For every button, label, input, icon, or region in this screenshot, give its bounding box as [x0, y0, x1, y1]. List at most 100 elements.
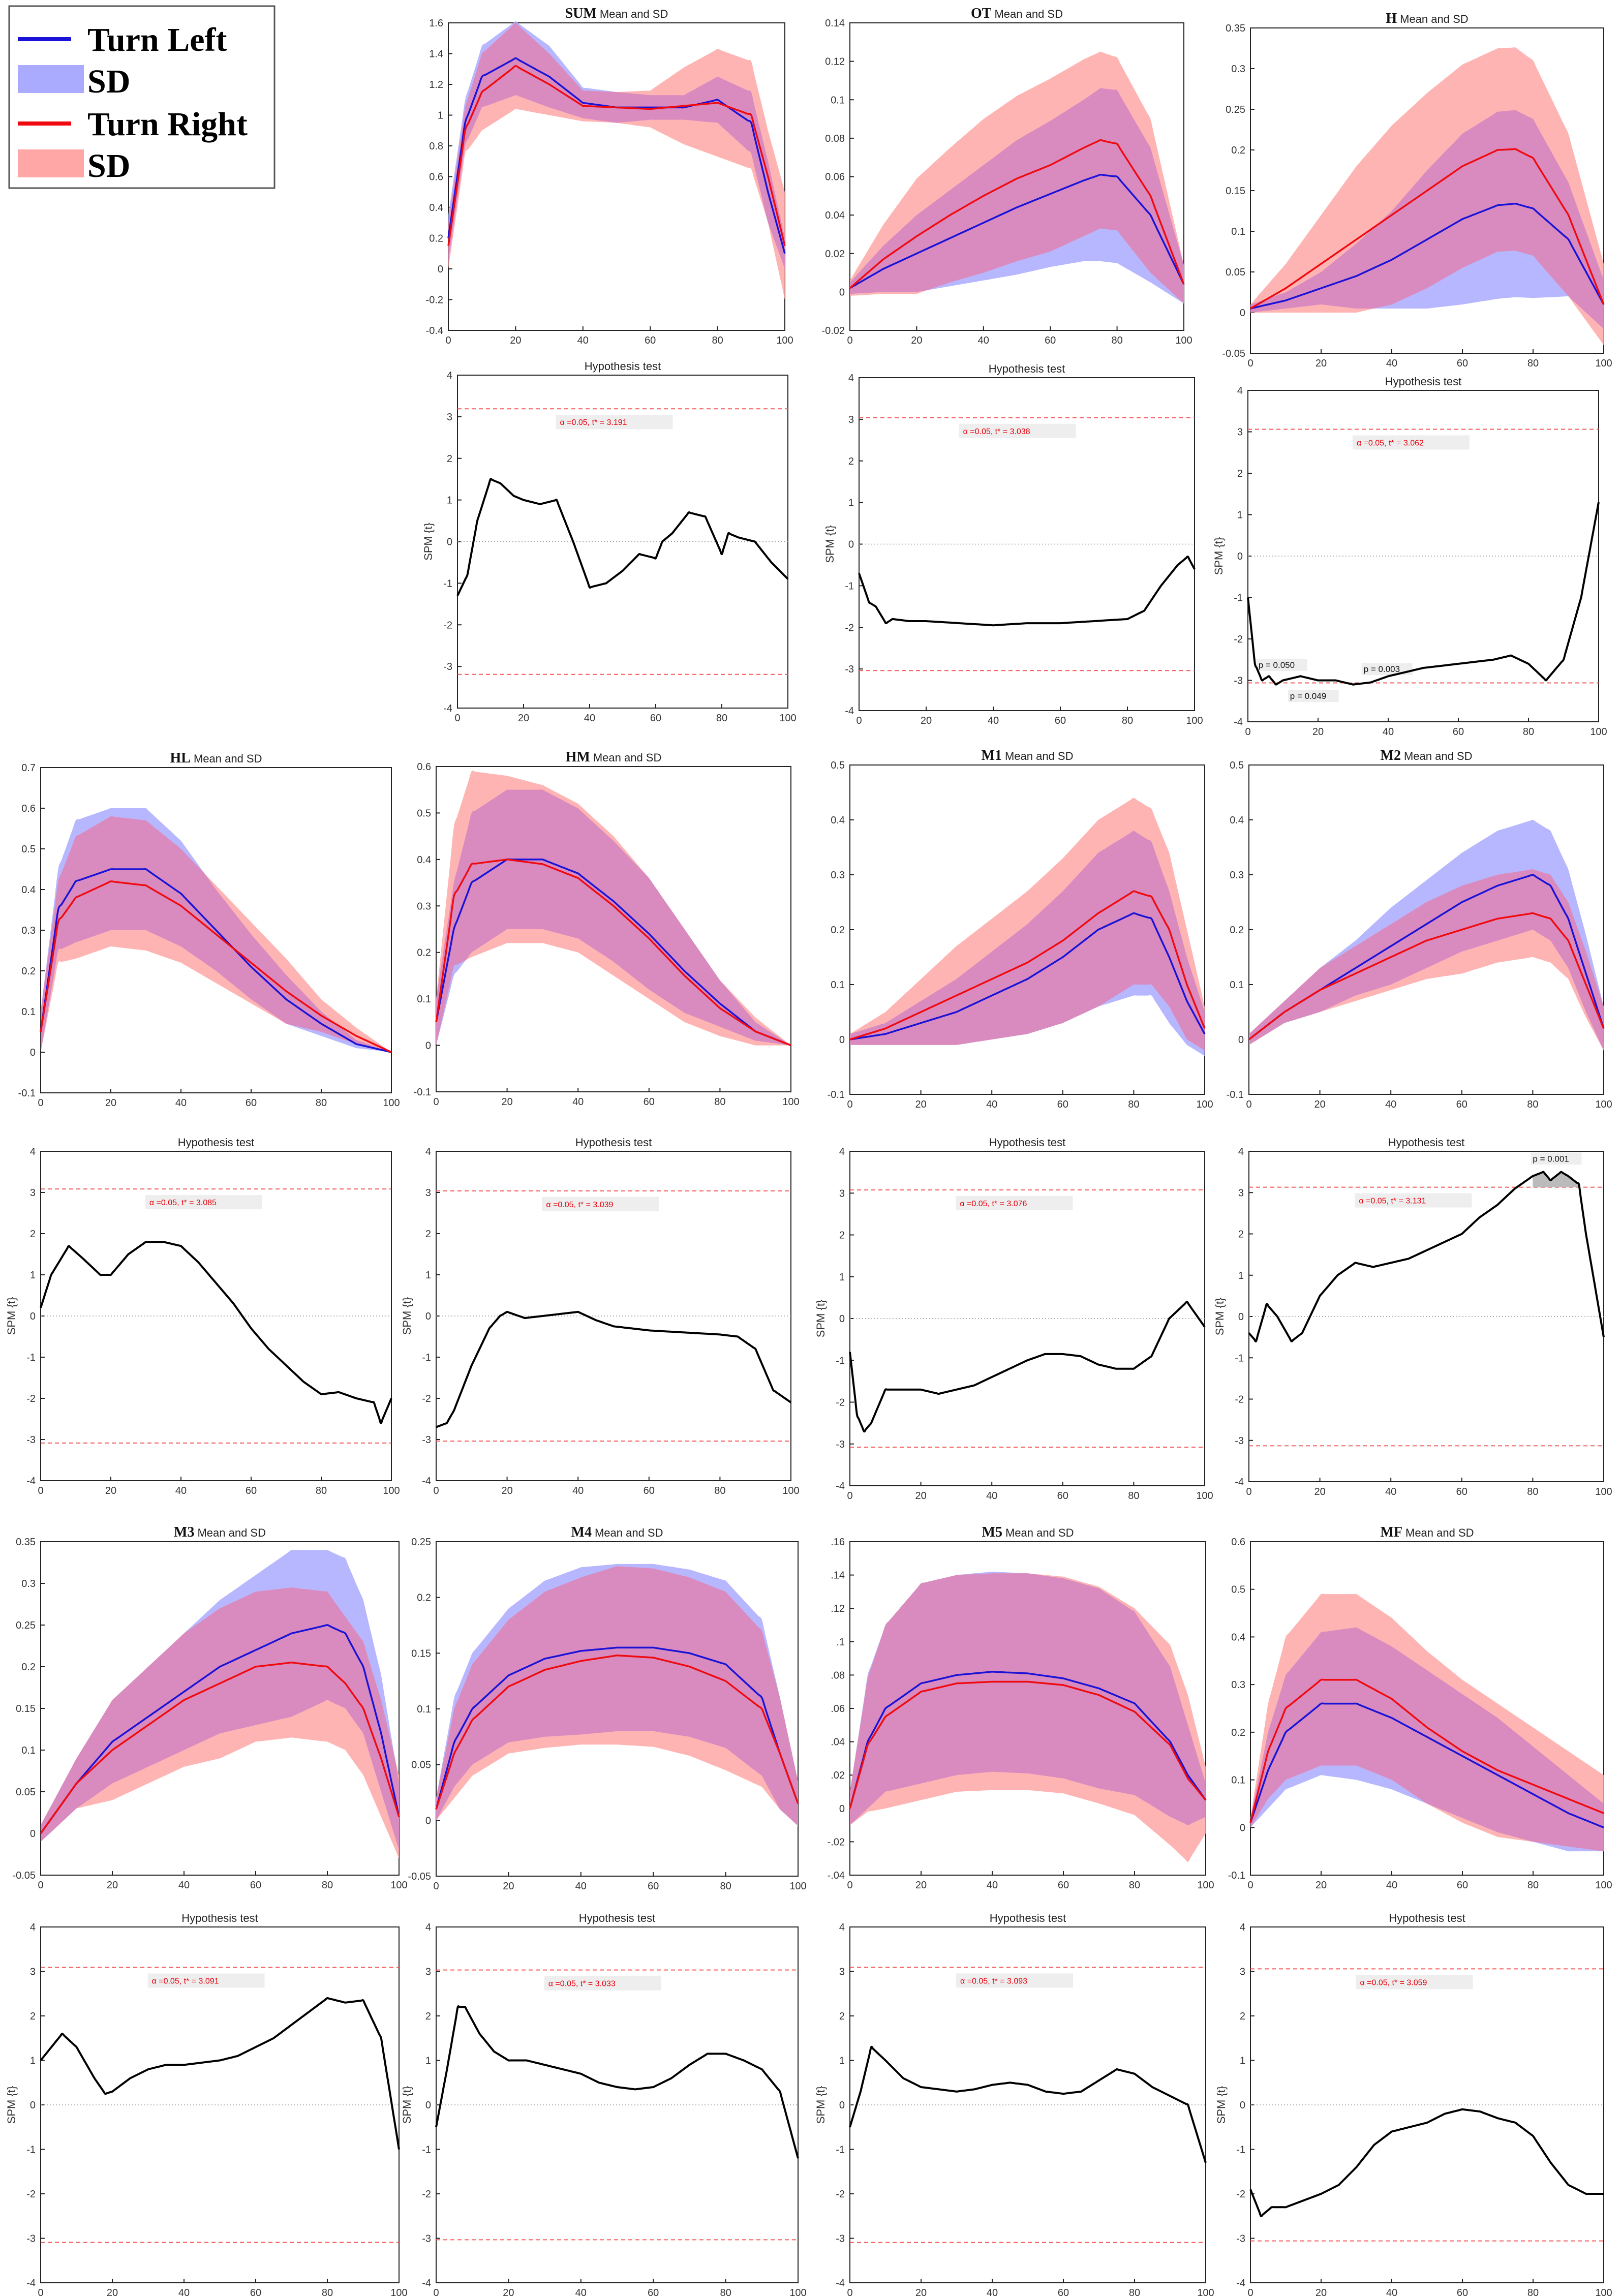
hm-mean-y-tick-label: 0.3	[417, 901, 431, 912]
hm-spm-y-tick-label: -1	[422, 1352, 431, 1363]
m3-mean-x-tick-label: 0	[38, 1880, 43, 1891]
ot-spm-y-tick-label: 3	[848, 414, 854, 425]
m4-spm-x-tick-label: 60	[648, 2287, 659, 2296]
m5-mean-y-tick-label: .14	[831, 1570, 845, 1581]
h-mean-y-tick-label: 0.2	[1231, 145, 1245, 156]
m3-mean-panel: 0 20 40 60 80 100-0.0500.050.10.150.20.250.30…	[12, 1524, 407, 1891]
m2-spm-x-tick-label: 100	[1595, 1486, 1612, 1497]
mf-spm-y-tick-label: 3	[1240, 1967, 1245, 1978]
hl-mean-y-tick-label: 0.2	[21, 966, 36, 977]
m4-mean-x-tick-label: 0	[433, 1881, 439, 1892]
hm-mean-x-tick-label: 80	[714, 1096, 725, 1108]
sum-spm-threshold-label: α =0.05, t* = 3.191	[560, 418, 627, 427]
ot-mean-y-tick-label: 0.04	[825, 210, 845, 221]
m4-mean-y-tick-label: -0.05	[408, 1871, 431, 1882]
hl-mean-y-tick-label: 0.3	[21, 925, 36, 936]
hm-mean-title-measure: HM	[566, 749, 590, 765]
m5-mean-title-measure: M5	[982, 1524, 1002, 1540]
sum-spm-y-tick-label: 1	[447, 495, 452, 506]
m2-spm-y-tick-label: 2	[1238, 1229, 1244, 1240]
ot-mean-title: OT Mean and SD	[971, 6, 1063, 21]
m1-mean-y-tick-label: 0	[839, 1034, 845, 1046]
sum-mean-title-measure: SUM	[565, 6, 597, 21]
h-mean-y-tick-label: 0.1	[1231, 226, 1245, 237]
m4-spm-y-tick-label: 2	[425, 2011, 431, 2022]
m5-spm-y-axis-label: SPM {t}	[814, 2086, 827, 2124]
m3-mean-y-tick-label: 0.05	[16, 1787, 36, 1798]
m5-mean-y-tick-label: 0	[839, 1803, 845, 1815]
m1-mean-x-tick-label: 20	[915, 1099, 926, 1110]
ot-spm-threshold-label-bg	[959, 423, 1076, 438]
ot-spm-x-tick-label: 20	[921, 715, 932, 726]
hm-mean-x-tick-label: 0	[433, 1096, 439, 1108]
ot-mean-y-tick-label: 0.12	[825, 56, 845, 68]
m4-spm-y-axis-label: SPM {t}	[401, 2086, 413, 2124]
hm-spm-y-axis-label: SPM {t}	[401, 1297, 413, 1335]
m3-spm-x-tick-label: 40	[178, 2287, 190, 2296]
m3-mean-y-tick-label: 0.3	[21, 1578, 36, 1589]
mf-mean-x-tick-label: 80	[1527, 1880, 1539, 1891]
m5-mean-y-tick-label: .12	[831, 1603, 845, 1614]
hl-spm-x-tick-label: 20	[105, 1485, 116, 1496]
h-mean-x-tick-label: 60	[1457, 358, 1468, 369]
hm-mean-mean-line-turn-right	[435, 859, 791, 1047]
m2-spm-threshold-label-bg	[1355, 1193, 1472, 1208]
m1-spm-y-tick-label: 1	[839, 1272, 845, 1283]
m5-mean-y-tick-label: .08	[831, 1670, 845, 1681]
m4-spm-panel: 0 20 40 60 80 100 -4 -3 -2 -1 0 1 2 3 4 Hypothesis test…	[401, 1912, 807, 2296]
ot-mean-panel: 0 20 40 60 80 100-0.0200.020.040.060.080.10.1…	[821, 6, 1192, 346]
sum-mean-y-tick-label: 1.2	[429, 79, 443, 90]
m4-spm-x-tick-label: 80	[720, 2287, 731, 2296]
mf-mean-y-tick-label: -0.1	[1228, 1870, 1245, 1881]
mf-mean-x-tick-label: 40	[1386, 1880, 1397, 1891]
hm-spm-threshold-label: α =0.05, t* = 3.039	[546, 1201, 613, 1209]
mf-spm-y-tick-label: -2	[1236, 2189, 1245, 2200]
hl-spm-x-tick-label: 40	[175, 1485, 187, 1496]
m2-mean-x-tick-label: 40	[1385, 1099, 1396, 1110]
hm-spm-x-tick-label: 40	[572, 1485, 584, 1496]
hm-spm-x-tick-label: 0	[433, 1485, 439, 1496]
ot-spm-panel: 0 20 40 60 80 100 -4 -3 -2 -1 0 1 2 3 4 Hypothesis test…	[823, 362, 1203, 726]
hl-mean-x-tick-label: 80	[316, 1097, 327, 1109]
m2-spm-y-tick-label: 0	[1238, 1311, 1244, 1323]
mf-mean-panel: 0 20 40 60 80 100-0.100.10.20.30.40.50.6MF Mea…	[1228, 1524, 1612, 1891]
m3-spm-x-tick-label: 0	[38, 2287, 43, 2296]
sum-spm-x-tick-label: 20	[518, 713, 529, 724]
m1-mean-y-tick-label: 0.2	[831, 925, 845, 936]
m4-mean-y-tick-label: 0.15	[411, 1648, 431, 1659]
sum-spm-y-axis-label: SPM {t}	[422, 523, 435, 561]
h-mean-x-tick-label: 40	[1386, 358, 1397, 369]
m4-spm-x-tick-label: 40	[575, 2287, 587, 2296]
sum-mean-y-tick-label: -0.4	[426, 325, 443, 336]
h-spm-cluster-p-value-0: p = 0.050	[1259, 660, 1295, 670]
m1-spm-y-tick-label: -2	[836, 1397, 845, 1409]
m4-mean-x-tick-label: 100	[789, 1881, 806, 1892]
m3-mean-y-tick-label: 0.25	[16, 1620, 36, 1631]
m2-mean-x-tick-label: 0	[1246, 1099, 1251, 1110]
sum-spm-y-tick-label: -3	[443, 661, 452, 672]
h-spm-y-tick-label: 1	[1237, 510, 1243, 521]
m3-spm-threshold-label-bg	[147, 1973, 265, 1988]
m2-mean-y-tick-label: 0.3	[1230, 870, 1244, 881]
hl-mean-x-tick-label: 0	[38, 1097, 43, 1109]
m5-spm-y-tick-label: -1	[836, 2145, 845, 2156]
mf-mean-y-tick-label: 0.1	[1231, 1775, 1245, 1786]
hl-spm-y-axis-label: SPM {t}	[5, 1297, 18, 1335]
m5-mean-x-tick-label: 20	[915, 1880, 927, 1891]
m2-mean-title: M2 Mean and SD	[1381, 748, 1473, 763]
m4-mean-mean-line-turn-right	[435, 1654, 799, 1810]
m4-spm-title: Hypothesis test	[579, 1912, 655, 1924]
m1-spm-y-tick-label: 0	[839, 1313, 845, 1325]
h-spm-spm-t-curve	[1247, 502, 1600, 686]
mf-spm-y-tick-label: -1	[1236, 2145, 1245, 2156]
m3-spm-spm-t-curve	[40, 1997, 400, 2150]
m5-mean-x-tick-label: 60	[1058, 1880, 1069, 1891]
mf-spm-y-tick-label: 1	[1240, 2056, 1245, 2067]
m2-mean-y-tick-label: 0.1	[1230, 979, 1244, 991]
hl-mean-y-tick-label: -0.1	[18, 1088, 36, 1099]
m3-mean-x-tick-label: 100	[390, 1880, 407, 1891]
m1-spm-x-tick-label: 20	[915, 1490, 926, 1502]
h-spm-y-tick-label: 4	[1237, 385, 1243, 396]
m1-spm-x-tick-label: 0	[847, 1490, 852, 1502]
